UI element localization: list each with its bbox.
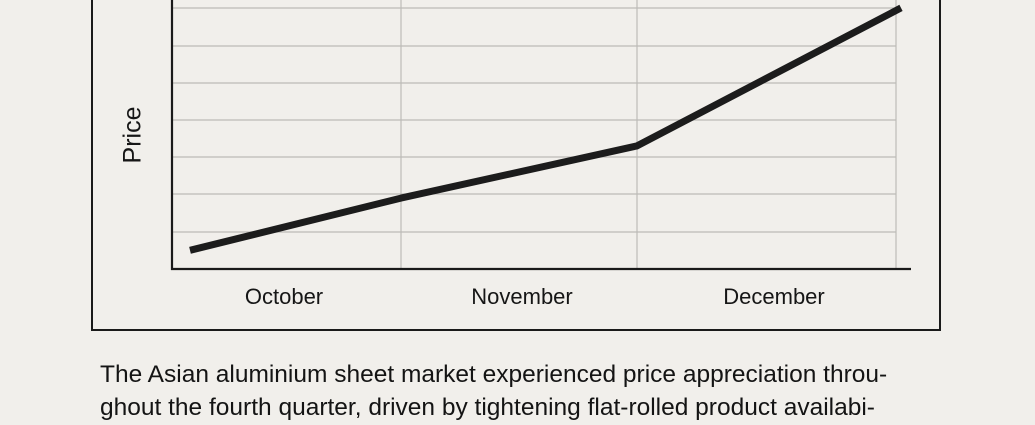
vertical-gridlines [400,0,897,269]
y-axis-label: Price [118,106,147,164]
x-tick-november: November [471,284,573,309]
x-tick-october: October [244,284,324,309]
x-tick-december: December [723,284,825,309]
caption-line-2: ghout the fourth quarter, driven by tigh… [100,394,875,421]
price-line-series [189,4,903,254]
horizontal-gridlines [172,7,896,233]
chart-caption: The Asian aluminium sheet market experie… [100,358,1030,424]
caption-line-1: The Asian aluminium sheet market experie… [100,361,888,388]
line-chart-plot [170,0,911,271]
chart-frame [91,0,941,331]
